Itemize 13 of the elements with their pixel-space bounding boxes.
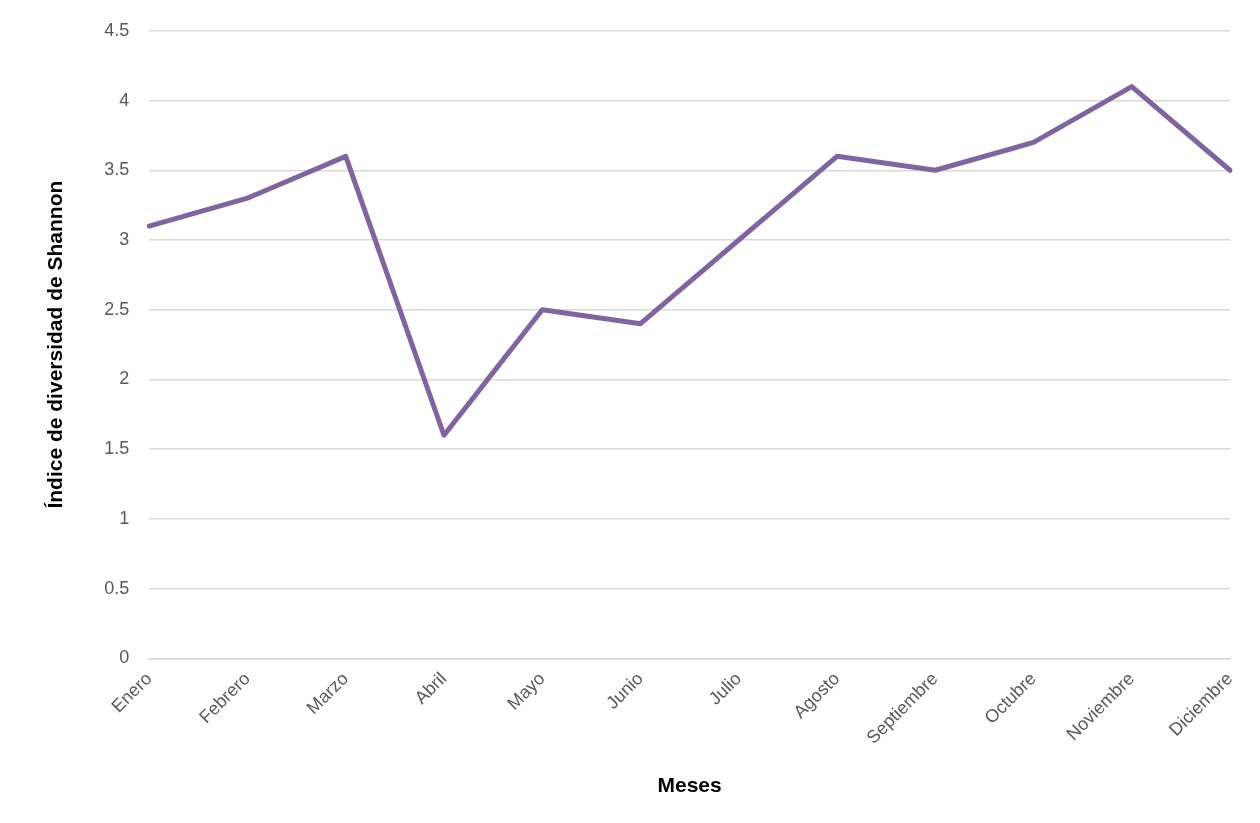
x-axis-title: Meses xyxy=(657,773,722,797)
y-tick-label: 4.5 xyxy=(104,19,130,40)
y-tick-label: 0 xyxy=(119,647,130,668)
y-tick-label: 2.5 xyxy=(104,298,130,319)
y-tick-label: 4 xyxy=(119,89,130,110)
y-tick-label: 3 xyxy=(119,228,130,249)
y-tick-label: 1 xyxy=(119,507,130,528)
x-tick-label: Julio xyxy=(704,668,746,709)
y-axis-title: Índice de diversidad de Shannon xyxy=(43,180,67,509)
y-tick-label: 0.5 xyxy=(104,577,130,598)
y-tick-label: 1.5 xyxy=(104,438,130,459)
y-tick-label: 3.5 xyxy=(104,159,130,180)
y-tick-label: 2 xyxy=(119,368,130,389)
